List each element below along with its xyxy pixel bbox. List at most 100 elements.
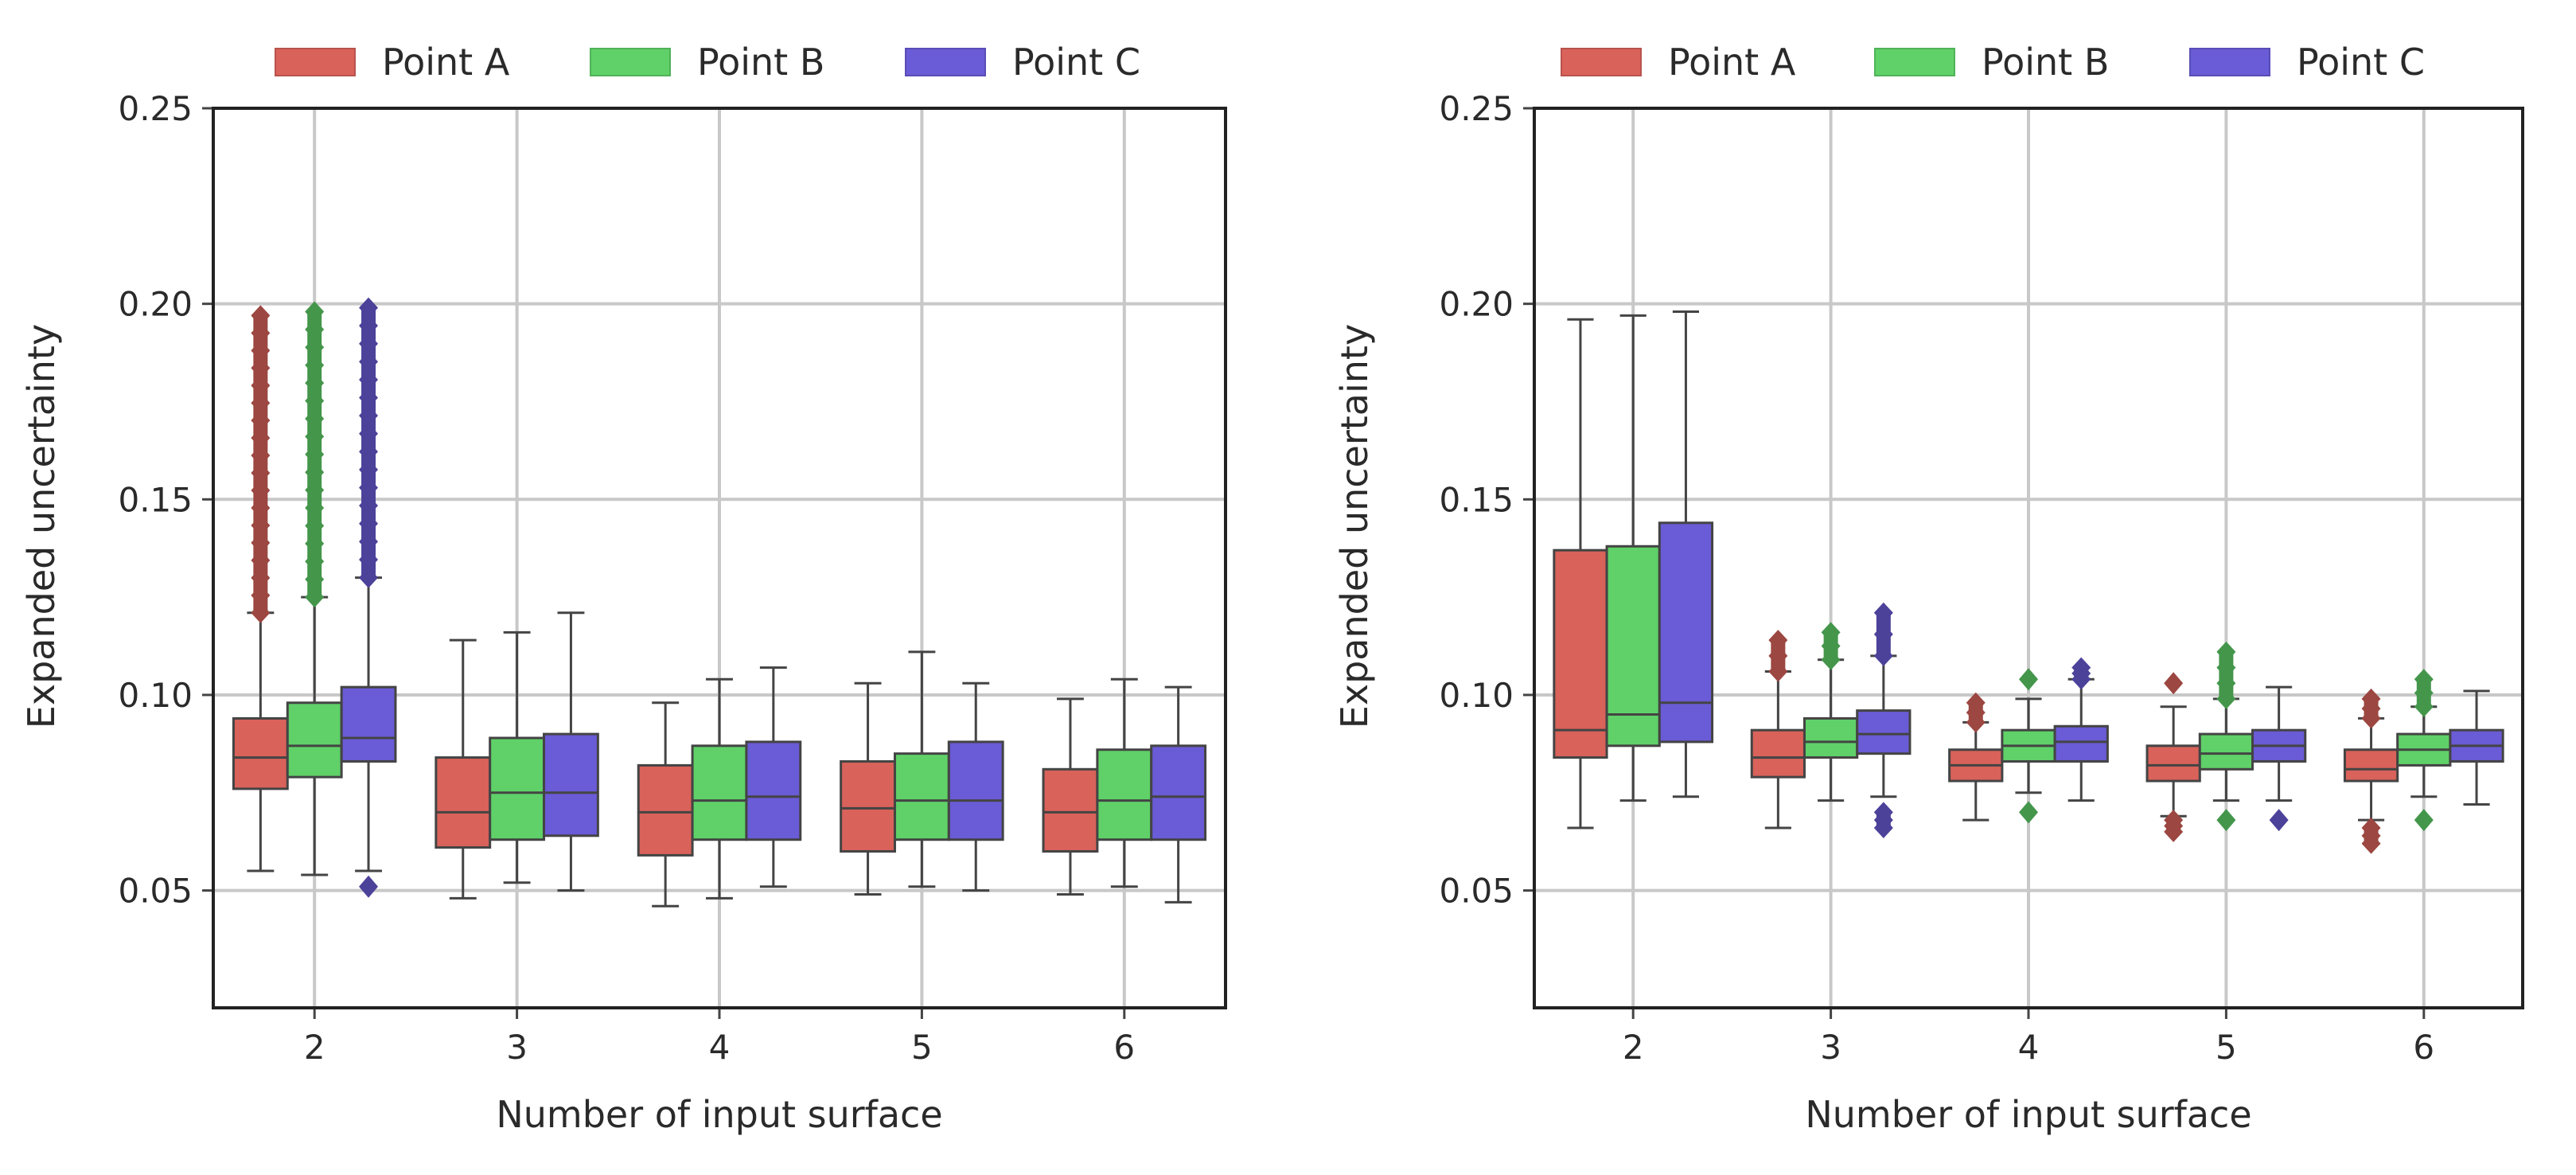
box-body: [691, 744, 748, 841]
box-body: [1553, 548, 1608, 759]
outlier-marker: [359, 495, 379, 517]
box-body: [1042, 767, 1099, 853]
outlier-marker: [251, 357, 271, 379]
outlier-marker: [305, 426, 325, 447]
outlier-marker: [1821, 649, 1841, 670]
outlier-marker: [1821, 635, 1841, 657]
outlier-marker: [2414, 682, 2434, 704]
outlier-marker: [251, 567, 271, 588]
outlier-marker: [2414, 669, 2434, 690]
box-body: [1856, 709, 1912, 755]
box-body: [947, 740, 1004, 841]
legend-label: Point C: [2297, 41, 2425, 84]
y-tick-label: 0.05: [118, 872, 193, 911]
outlier-marker: [1873, 645, 1893, 666]
box-body: [840, 759, 896, 853]
box-body: [2198, 732, 2254, 771]
chart-panel-1: 0.05 0.10 0.15 0.20 0.25 2 3 4 5 6 Number of input…: [20, 41, 1227, 1136]
outlier-marker: [251, 532, 271, 553]
outlier-marker: [251, 584, 271, 606]
y-axis-label: Expanded uncertainty: [20, 324, 63, 728]
outlier-marker: [305, 515, 325, 537]
x-axis-label: Number of input surface: [1805, 1093, 2251, 1136]
box-body: [637, 763, 694, 857]
outlier-marker: [1768, 630, 1788, 651]
box-body: [489, 736, 546, 841]
outlier-marker: [2019, 801, 2038, 824]
box-body: [1150, 744, 1207, 841]
outlier-marker: [2216, 688, 2236, 709]
box-point-b-4: [691, 677, 748, 900]
legend-item: Point A: [275, 41, 510, 84]
outlier-marker: [1768, 645, 1788, 666]
x-tick-label: 2: [304, 1028, 325, 1067]
outlier-marker: [359, 441, 379, 463]
outlier-marker: [305, 568, 325, 590]
box-body: [2053, 724, 2109, 763]
outlier-marker: [359, 297, 379, 318]
outlier-marker: [251, 602, 271, 623]
y-tick-label: 0.15: [1439, 480, 1514, 519]
box-point-a-3: [1750, 630, 1806, 830]
box-point-c-5: [2251, 685, 2307, 832]
legend-swatch: [590, 48, 671, 76]
outlier-marker: [2414, 809, 2434, 832]
x-tick-label: 3: [506, 1028, 528, 1067]
outlier-marker: [359, 423, 379, 444]
legend-label: Point C: [1012, 41, 1140, 84]
outlier-marker: [251, 463, 271, 484]
box-point-c-3: [543, 611, 599, 892]
box-body: [745, 740, 802, 841]
box-point-b-2: [1605, 314, 1661, 802]
box-body: [2343, 748, 2399, 783]
box-point-b-6: [1096, 677, 1153, 888]
outlier-marker: [2361, 708, 2381, 729]
outlier-marker: [305, 373, 325, 394]
box-point-c-3: [1856, 602, 1912, 838]
outlier-marker: [359, 531, 379, 552]
box-point-a-5: [840, 681, 896, 896]
box-point-a-2: [232, 305, 289, 872]
box-body: [232, 716, 289, 790]
legend-item: Point B: [1874, 41, 2109, 84]
outlier-marker: [359, 333, 379, 354]
x-tick-label: 5: [911, 1028, 933, 1067]
x-tick-label: 6: [1113, 1028, 1135, 1067]
y-tick-label: 0.20: [1439, 285, 1514, 324]
outlier-marker: [2216, 673, 2236, 694]
legend-label: Point A: [382, 41, 510, 84]
legend-swatch: [1561, 48, 1642, 76]
x-tick-label: 4: [2018, 1028, 2040, 1067]
outlier-marker: [359, 315, 379, 337]
box-point-a-5: [2145, 672, 2201, 842]
outlier-marker: [2164, 821, 2184, 842]
box-point-b-6: [2396, 669, 2452, 832]
outlier-marker: [359, 405, 379, 427]
outlier-marker: [251, 322, 271, 344]
box-body: [1096, 748, 1153, 841]
box-point-a-6: [2343, 688, 2399, 854]
legend-swatch: [905, 48, 986, 76]
legend: Point A Point B Point C: [1561, 41, 2425, 84]
y-tick-label: 0.15: [118, 480, 193, 519]
legend-swatch: [1874, 48, 1955, 76]
outlier-marker: [2216, 809, 2236, 832]
box-point-c-6: [2449, 689, 2504, 806]
outlier-marker: [305, 337, 325, 358]
outlier-marker: [305, 479, 325, 501]
box-point-a-3: [435, 638, 492, 900]
outlier-marker: [305, 587, 325, 608]
outlier-marker: [251, 305, 271, 326]
x-tick-label: 6: [2413, 1028, 2434, 1067]
box-point-b-5: [893, 650, 950, 888]
y-tick-label: 0.10: [1439, 676, 1514, 715]
outlier-marker: [251, 549, 271, 571]
outlier-marker: [2216, 641, 2236, 662]
y-tick-label: 0.25: [118, 89, 193, 128]
chart-panel-2: 0.05 0.10 0.15 0.20 0.25 2 3 4 5 6 Number of input…: [1333, 41, 2524, 1136]
outlier-marker: [305, 462, 325, 483]
outlier-marker: [359, 548, 379, 570]
outlier-marker: [251, 480, 271, 502]
box-body: [435, 756, 492, 849]
box-body: [2145, 744, 2201, 783]
